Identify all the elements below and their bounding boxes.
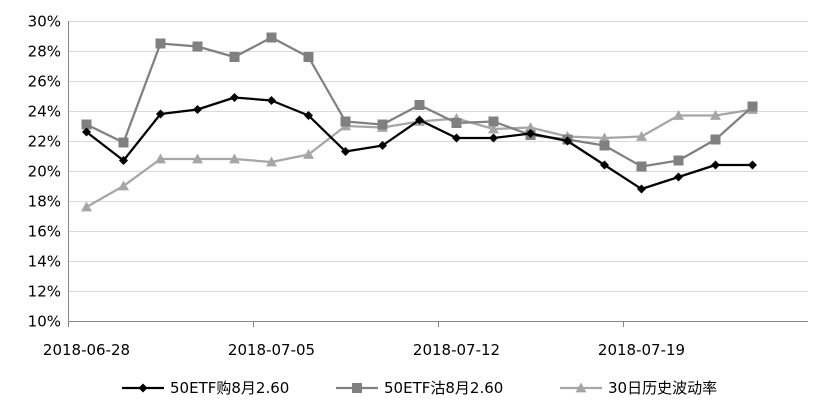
y-tick-label: 22% (28, 133, 61, 151)
data-point (266, 32, 277, 43)
legend-label: 50ETF沽8月2.60 (384, 379, 503, 397)
grid-layer (68, 21, 808, 322)
data-point (303, 149, 314, 159)
data-point (710, 110, 721, 120)
data-point (415, 115, 424, 125)
legend-swatch-marker (575, 382, 587, 393)
data-point (414, 100, 425, 110)
data-point (674, 172, 683, 182)
data-point (118, 137, 129, 148)
legend-item-2: 50ETF沽8月2.60 (336, 379, 503, 397)
x-tick-labels: 2018-06-28 2018-07-05 2018-07-12 2018-07-19 (43, 341, 685, 359)
data-point (747, 101, 758, 112)
y-tick-label: 14% (28, 253, 61, 271)
axis-layer (68, 21, 808, 327)
data-point (525, 122, 536, 132)
series-layer (81, 32, 758, 212)
data-point (599, 132, 610, 143)
data-point (636, 161, 647, 172)
data-point (673, 110, 684, 120)
x-tick-label: 2018-07-19 (598, 341, 685, 359)
data-point (81, 201, 92, 212)
data-point (155, 153, 166, 164)
data-point (711, 160, 720, 170)
data-point (340, 116, 351, 127)
data-point (156, 109, 165, 119)
y-tick-label: 18% (28, 193, 61, 211)
series-1 (82, 93, 757, 194)
x-tick-label: 2018-06-28 (43, 341, 130, 359)
data-point (192, 153, 203, 164)
data-point (82, 127, 91, 137)
data-point (377, 119, 388, 130)
data-point (229, 153, 240, 164)
legend-label: 50ETF购8月2.60 (170, 379, 289, 397)
data-point (378, 141, 387, 150)
data-point (600, 160, 609, 170)
data-point (710, 134, 721, 145)
data-point (488, 116, 499, 127)
data-point (673, 155, 684, 166)
data-point (192, 41, 203, 52)
y-tick-label: 12% (28, 283, 61, 301)
y-tick-label: 30% (28, 13, 61, 31)
x-tick-label: 2018-07-05 (228, 341, 315, 359)
legend-item-1: 50ETF购8月2.60 (122, 379, 289, 397)
data-point (229, 52, 240, 62)
data-point (637, 184, 646, 194)
data-point (119, 156, 128, 165)
data-point (193, 105, 202, 114)
data-point (451, 118, 462, 128)
data-point (489, 133, 498, 143)
data-point (599, 140, 610, 151)
data-point (452, 133, 461, 143)
legend-swatch-marker (138, 383, 148, 393)
data-point (81, 119, 92, 130)
data-point (155, 38, 166, 49)
data-point (118, 180, 129, 191)
legend-label: 30日历史波动率 (608, 379, 717, 397)
y-tick-labels: 10% 12% 14% 16% 18% 20% 22% 24% 26% 28% 30% (28, 13, 61, 331)
data-point (230, 93, 239, 102)
data-point (488, 123, 499, 134)
y-tick-label: 26% (28, 73, 61, 91)
legend-swatch-marker (352, 383, 362, 393)
data-point (341, 147, 350, 156)
x-tick-label: 2018-07-12 (413, 341, 500, 359)
legend: 50ETF购8月2.60 50ETF沽8月2.60 30日历史波动率 (122, 379, 717, 397)
data-point (303, 52, 314, 62)
data-point (748, 160, 757, 170)
y-tick-label: 16% (28, 223, 61, 241)
data-point (526, 129, 535, 138)
series-2 (81, 32, 758, 172)
y-tick-label: 24% (28, 103, 61, 121)
data-point (304, 111, 313, 120)
data-point (267, 96, 276, 105)
y-tick-label: 10% (28, 313, 61, 331)
data-point (636, 131, 647, 141)
y-tick-label: 20% (28, 163, 61, 181)
legend-item-3: 30日历史波动率 (560, 379, 717, 397)
data-point (563, 136, 572, 146)
y-tick-label: 28% (28, 43, 61, 61)
data-point (266, 156, 277, 167)
